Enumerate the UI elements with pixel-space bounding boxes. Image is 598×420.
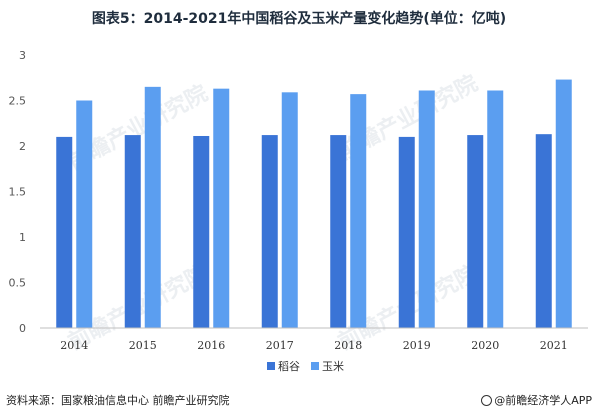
bar-rice-2016 [193, 135, 210, 328]
x-tick-label: 2021 [540, 339, 568, 352]
bar-corn-2017 [281, 92, 298, 328]
x-tick-label: 2020 [471, 339, 499, 352]
y-tick-label: 1 [19, 231, 26, 244]
x-tick-label: 2017 [266, 339, 294, 352]
bar-rice-2014 [56, 136, 73, 328]
legend-swatch-rice [267, 362, 275, 370]
x-axis: 2014 2015 2016 2017 2018 2019 2020 2021 [60, 339, 568, 352]
bar-rice-2018 [330, 135, 347, 328]
bar-corn-2021 [555, 79, 572, 328]
source-note: 资料来源：国家粮油信息中心 前瞻产业研究院 [6, 394, 230, 407]
y-tick-label: 3 [19, 49, 26, 62]
y-tick-label: 2 [19, 140, 26, 153]
chart-title: 图表5：2014-2021年中国稻谷及玉米产量变化趋势(单位：亿吨) [91, 11, 507, 27]
bar-corn-2020 [487, 90, 504, 329]
x-tick-label: 2015 [129, 339, 157, 352]
bar-corn-2015 [144, 86, 161, 328]
legend-label-rice: 稻谷 [278, 360, 300, 373]
brand-text: @前瞻经济学人APP [494, 394, 592, 407]
bar-rice-2021 [535, 134, 552, 328]
y-tick-label: 2.5 [9, 95, 27, 108]
bar-corn-2019 [418, 90, 435, 329]
x-tick-label: 2016 [197, 339, 225, 352]
bar-rice-2015 [124, 135, 141, 328]
bar-corn-2014 [76, 100, 93, 328]
bar-rice-2019 [398, 136, 415, 328]
legend-label-corn: 玉米 [322, 360, 344, 373]
bar-rice-2020 [467, 135, 484, 328]
bars [56, 79, 572, 329]
y-tick-label: 0.5 [9, 277, 27, 290]
bar-chart: 00.511.522.53 2014 2015 2016 2017 2018 2019 20… [9, 49, 588, 373]
bar-corn-2018 [350, 94, 367, 328]
legend: 稻谷 玉米 [267, 360, 344, 373]
legend-swatch-corn [311, 362, 319, 370]
brand-logo-icon [481, 395, 493, 406]
brand-label: @前瞻经济学人APP [481, 392, 592, 408]
x-tick-label: 2018 [334, 339, 362, 352]
x-tick-label: 2014 [60, 339, 88, 352]
y-axis: 0 0.5 1 1.5 2 2.5 3 [9, 49, 27, 335]
bar-rice-2017 [261, 135, 278, 328]
y-tick-label: 0 [19, 322, 26, 335]
x-tick-label: 2019 [403, 339, 431, 352]
y-tick-label: 1.5 [9, 186, 27, 199]
bar-corn-2016 [213, 88, 230, 328]
